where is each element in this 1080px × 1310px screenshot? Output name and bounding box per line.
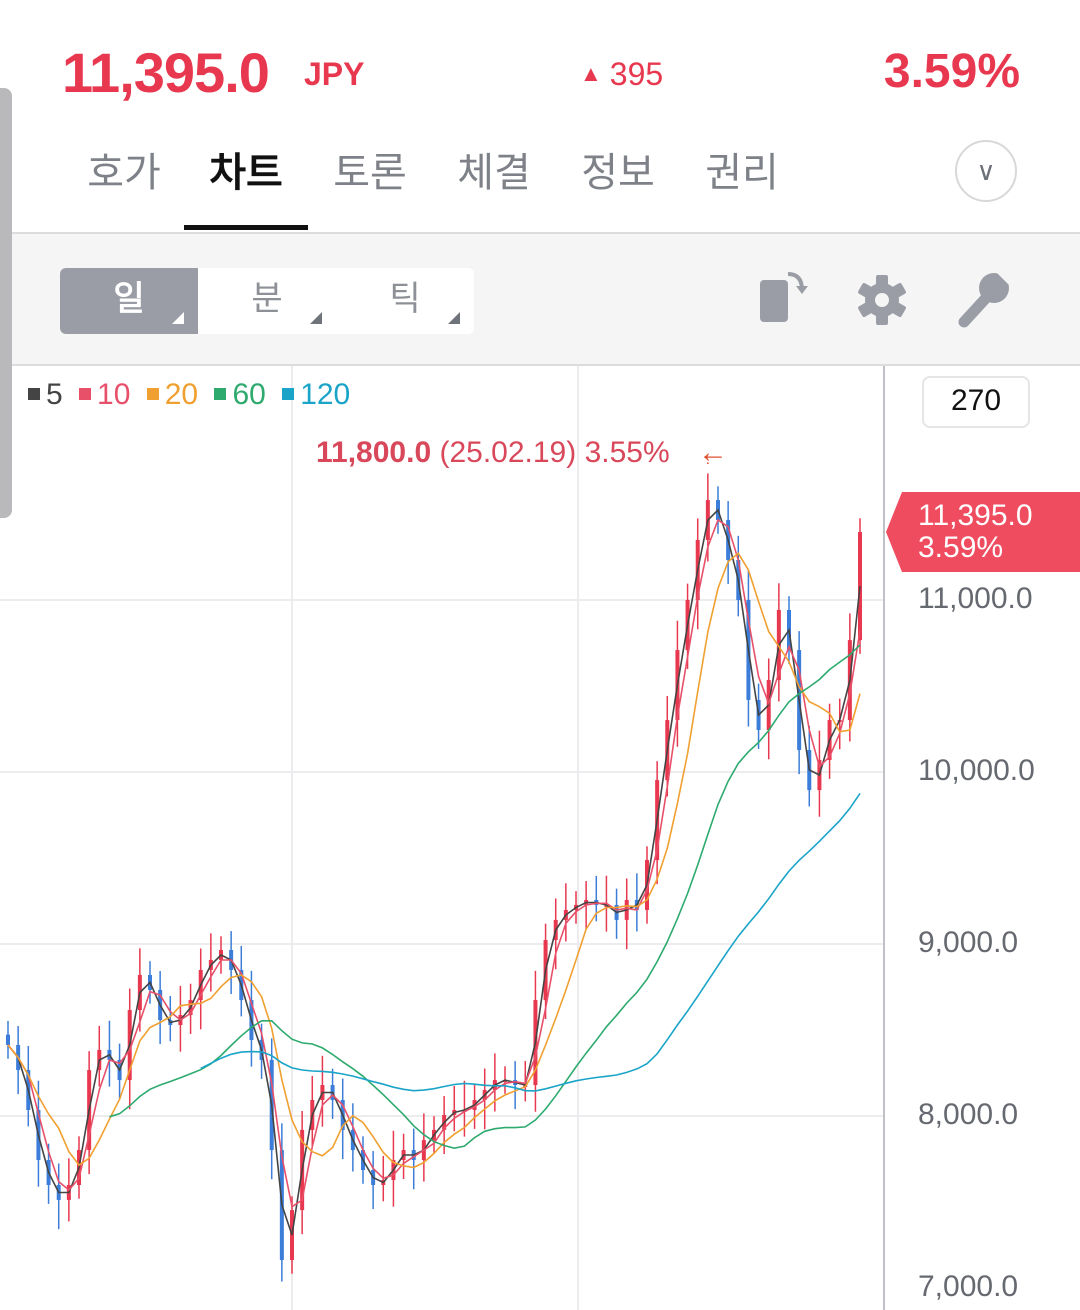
legend-ma60: 60 bbox=[214, 378, 266, 411]
dropdown-corner-icon bbox=[310, 312, 322, 324]
dropdown-corner-icon bbox=[172, 312, 184, 324]
period-minute-button[interactable]: 분 bbox=[198, 268, 336, 334]
triangle-up-icon: ▲ bbox=[580, 61, 602, 86]
change-percent: 3.59% bbox=[883, 45, 1020, 98]
legend-swatch bbox=[214, 388, 227, 400]
tab-chart[interactable]: 차트 bbox=[209, 151, 283, 195]
tab-rights[interactable]: 권리 bbox=[705, 151, 779, 195]
price-change: ▲ 395 bbox=[580, 56, 663, 93]
candle-body bbox=[6, 1034, 10, 1045]
y-tick-label: 7,000.0 bbox=[918, 1270, 1019, 1303]
tab-discussion[interactable]: 토론 bbox=[333, 151, 407, 195]
chart-toolbar: 일 분 틱 bbox=[0, 232, 1080, 366]
candle-body bbox=[503, 1080, 507, 1083]
max-price-annotation: 11,800.0 (25.02.19) 3.55% ← bbox=[316, 436, 728, 470]
ma-line-60 bbox=[109, 644, 861, 1150]
ma-line-5 bbox=[7, 508, 861, 1236]
currency: JPY bbox=[304, 56, 365, 92]
legend-ma5: 5 bbox=[28, 378, 63, 411]
chevron-down-icon: ∨ bbox=[976, 156, 996, 186]
ma-legend: 5 10 20 60 120 bbox=[28, 378, 358, 412]
legend-swatch bbox=[28, 388, 40, 400]
y-tick-label: 8,000.0 bbox=[918, 1098, 1019, 1131]
rotate-screen-icon[interactable] bbox=[756, 268, 812, 330]
y-tick-label: 10,000.0 bbox=[918, 754, 1035, 787]
gear-icon[interactable] bbox=[854, 268, 910, 330]
y-tick-label: 11,000.0 bbox=[918, 582, 1033, 615]
period-tick-button[interactable]: 틱 bbox=[336, 268, 474, 334]
visible-count-box[interactable]: 270 bbox=[922, 376, 1030, 428]
max-date: (25.02.19) bbox=[439, 436, 577, 469]
candle-body bbox=[858, 532, 862, 641]
wrench-icon[interactable] bbox=[956, 268, 1012, 330]
legend-swatch bbox=[146, 388, 159, 400]
period-label: 틱 bbox=[389, 280, 421, 318]
current-price: 11,395.0 bbox=[62, 41, 270, 104]
price-header: 11,395.0 JPY ▲ 395 3.59% bbox=[0, 40, 1080, 110]
legend-swatch bbox=[282, 388, 295, 400]
tab-trades[interactable]: 체결 bbox=[457, 151, 531, 195]
period-label: 일 bbox=[113, 280, 145, 318]
price-chart[interactable]: 5 10 20 60 120 11,800.0 (25.02.19) 3.55%… bbox=[0, 366, 1080, 1310]
period-label: 분 bbox=[251, 280, 283, 318]
legend-ma120: 120 bbox=[282, 378, 350, 411]
ma-line-20 bbox=[7, 552, 861, 1169]
tab-orderbook[interactable]: 호가 bbox=[87, 151, 161, 195]
chart-canvas[interactable] bbox=[0, 366, 1080, 1310]
change-value: 395 bbox=[609, 56, 664, 92]
arrow-left-icon: ← bbox=[698, 436, 728, 469]
expand-tabs-button[interactable]: ∨ bbox=[955, 140, 1017, 202]
legend-ma20: 20 bbox=[146, 378, 198, 411]
tab-info[interactable]: 정보 bbox=[581, 151, 655, 195]
max-percent: 3.55% bbox=[584, 436, 670, 469]
ma-line-10 bbox=[7, 518, 861, 1209]
tag-price: 11,395.0 bbox=[918, 499, 1033, 532]
period-day-button[interactable]: 일 bbox=[60, 268, 198, 334]
period-selector: 일 분 틱 bbox=[60, 268, 474, 334]
tag-percent: 3.59% bbox=[918, 531, 1004, 564]
current-price-tag: 11,395.0 3.59% bbox=[886, 492, 1080, 572]
dropdown-corner-icon bbox=[448, 312, 460, 324]
scroll-indicator[interactable] bbox=[0, 88, 12, 518]
legend-ma10: 10 bbox=[79, 378, 130, 411]
active-tab-indicator bbox=[184, 225, 308, 230]
y-tick-label: 9,000.0 bbox=[918, 926, 1019, 959]
legend-swatch bbox=[79, 388, 92, 400]
max-value: 11,800.0 bbox=[316, 436, 432, 469]
ma-line-120 bbox=[200, 792, 861, 1092]
